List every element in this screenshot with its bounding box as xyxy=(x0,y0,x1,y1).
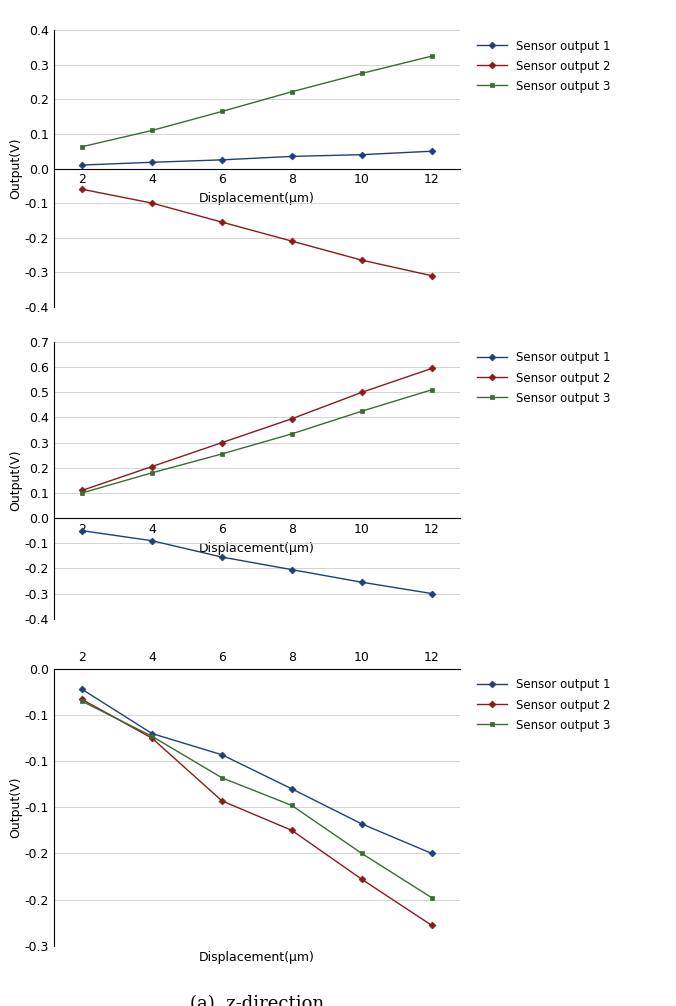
Sensor output 2 xyxy=(428,270,436,282)
Sensor output 2 xyxy=(78,183,86,195)
Sensor output 3 xyxy=(428,50,436,62)
Sensor output 2 xyxy=(428,919,436,932)
Line: Sensor output 1: Sensor output 1 xyxy=(80,528,434,596)
Sensor output 2 xyxy=(148,732,156,744)
Sensor output 3 xyxy=(358,405,366,417)
Sensor output 1 xyxy=(78,159,86,171)
Sensor output 2 xyxy=(358,255,366,267)
Sensor output 2 xyxy=(218,795,226,807)
Sensor output 2 xyxy=(78,693,86,705)
Sensor output 2 xyxy=(358,386,366,398)
Sensor output 2 xyxy=(358,873,366,885)
Sensor output 3 xyxy=(218,106,226,118)
Line: Sensor output 2: Sensor output 2 xyxy=(80,366,434,493)
Line: Sensor output 1: Sensor output 1 xyxy=(80,687,434,856)
Y-axis label: Output(V): Output(V) xyxy=(9,138,22,199)
Legend: Sensor output 1, Sensor output 2, Sensor output 3: Sensor output 1, Sensor output 2, Sensor… xyxy=(474,675,614,735)
Sensor output 1 xyxy=(148,727,156,739)
Sensor output 3 xyxy=(78,695,86,707)
Sensor output 3 xyxy=(288,800,296,812)
Sensor output 3 xyxy=(288,86,296,98)
Sensor output 3 xyxy=(288,428,296,440)
Sensor output 2 xyxy=(288,412,296,425)
Sensor output 1 xyxy=(218,748,226,761)
Sensor output 2 xyxy=(218,216,226,228)
Sensor output 1 xyxy=(428,588,436,600)
Sensor output 3 xyxy=(78,487,86,499)
Sensor output 3 xyxy=(358,847,366,859)
Sensor output 2 xyxy=(428,362,436,374)
X-axis label: Displacement(μm): Displacement(μm) xyxy=(199,192,315,205)
Sensor output 3 xyxy=(428,891,436,903)
Sensor output 3 xyxy=(148,467,156,479)
Line: Sensor output 1: Sensor output 1 xyxy=(80,149,434,167)
Sensor output 3 xyxy=(428,383,436,395)
Sensor output 2 xyxy=(288,235,296,247)
Legend: Sensor output 1, Sensor output 2, Sensor output 3: Sensor output 1, Sensor output 2, Sensor… xyxy=(474,348,614,408)
Sensor output 1 xyxy=(358,576,366,589)
Sensor output 2 xyxy=(218,437,226,449)
Line: Sensor output 3: Sensor output 3 xyxy=(80,387,434,495)
Sensor output 1 xyxy=(148,535,156,547)
Sensor output 1 xyxy=(78,683,86,695)
Sensor output 3 xyxy=(148,730,156,742)
Sensor output 1 xyxy=(148,156,156,168)
Sensor output 3 xyxy=(148,125,156,137)
Sensor output 2 xyxy=(78,485,86,497)
Sensor output 1 xyxy=(358,818,366,830)
Sensor output 1 xyxy=(218,154,226,166)
Line: Sensor output 2: Sensor output 2 xyxy=(80,697,434,928)
X-axis label: Displacement(μm): Displacement(μm) xyxy=(199,952,315,964)
Text: (a)  z-direction: (a) z-direction xyxy=(190,996,324,1006)
Y-axis label: Output(V): Output(V) xyxy=(9,450,22,511)
Sensor output 1 xyxy=(218,551,226,563)
Sensor output 1 xyxy=(428,145,436,157)
Line: Sensor output 3: Sensor output 3 xyxy=(80,699,434,900)
Sensor output 1 xyxy=(428,847,436,859)
Line: Sensor output 3: Sensor output 3 xyxy=(80,53,434,149)
Sensor output 2 xyxy=(288,824,296,836)
Legend: Sensor output 1, Sensor output 2, Sensor output 3: Sensor output 1, Sensor output 2, Sensor… xyxy=(474,36,614,97)
Sensor output 1 xyxy=(78,525,86,537)
Sensor output 1 xyxy=(358,149,366,161)
X-axis label: Displacement(μm): Displacement(μm) xyxy=(199,541,315,554)
Sensor output 1 xyxy=(288,150,296,162)
Y-axis label: Output(V): Output(V) xyxy=(9,777,22,838)
Sensor output 1 xyxy=(288,783,296,795)
Text: (a)  y-direction: (a) y-direction xyxy=(189,669,324,687)
Sensor output 3 xyxy=(78,141,86,153)
Sensor output 3 xyxy=(218,772,226,784)
Sensor output 3 xyxy=(358,67,366,79)
Sensor output 3 xyxy=(218,448,226,460)
Sensor output 1 xyxy=(288,563,296,575)
Sensor output 2 xyxy=(148,197,156,209)
Text: (a)  x-direction: (a) x-direction xyxy=(190,357,324,374)
Sensor output 2 xyxy=(148,461,156,473)
Line: Sensor output 2: Sensor output 2 xyxy=(80,187,434,278)
